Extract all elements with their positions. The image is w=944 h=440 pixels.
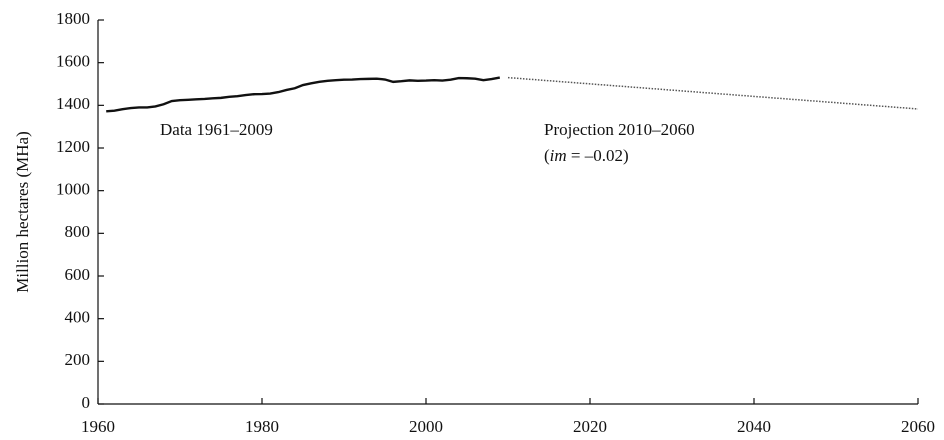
y-axis-label: Million hectares (MHa) — [13, 131, 32, 292]
note-part: ( — [544, 146, 550, 165]
note-part: = –0.02) — [567, 146, 629, 165]
y-tick-label: 800 — [65, 222, 91, 241]
x-tick-label: 1960 — [81, 417, 115, 436]
y-tick-label: 1800 — [56, 9, 90, 28]
x-tick-label: 2020 — [573, 417, 607, 436]
x-tick-label: 2000 — [409, 417, 443, 436]
y-tick-label: 1600 — [56, 52, 90, 71]
y-tick-label: 1400 — [56, 94, 90, 113]
x-tick-label: 2040 — [737, 417, 771, 436]
y-tick-label: 0 — [82, 393, 91, 412]
y-tick-label: 600 — [65, 265, 91, 284]
x-tick-label: 2060 — [901, 417, 935, 436]
series-label: Data 1961–2009 — [160, 120, 273, 139]
series-note: (im = –0.02) — [544, 146, 629, 165]
y-tick-label: 400 — [65, 308, 91, 327]
series-line — [106, 76, 501, 113]
y-tick-label: 200 — [65, 350, 91, 369]
y-tick-label: 1000 — [56, 180, 90, 199]
series-label: Projection 2010–2060 — [544, 120, 695, 139]
y-tick-label: 1200 — [56, 137, 90, 156]
note-part: im — [550, 146, 567, 165]
series-line — [507, 76, 919, 110]
x-tick-label: 1980 — [245, 417, 279, 436]
